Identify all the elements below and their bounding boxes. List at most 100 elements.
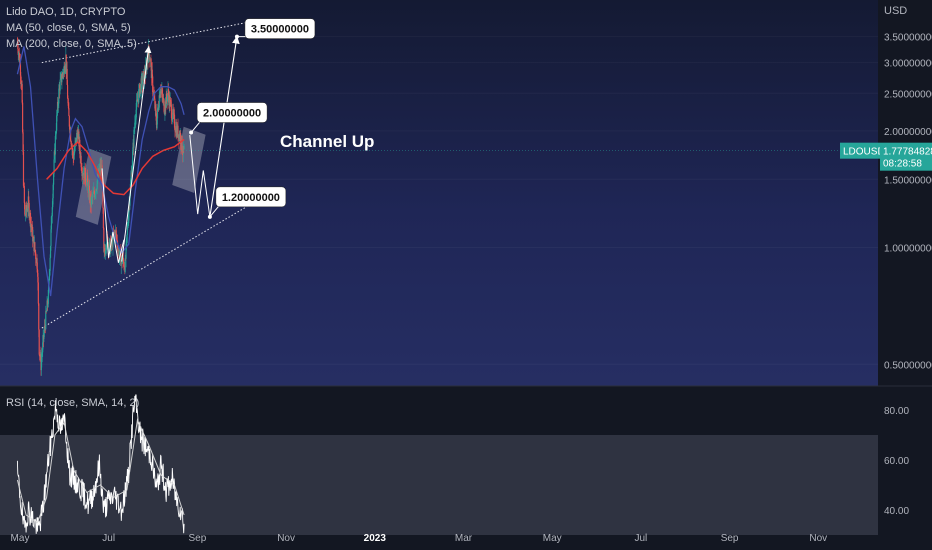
candle-body: [108, 246, 110, 252]
candle-body: [27, 208, 29, 211]
projection-arrow[interactable]: [209, 35, 240, 217]
price-tick-label: 3.00000000: [884, 59, 932, 70]
candle-body: [169, 99, 171, 106]
candle-body: [133, 128, 135, 131]
price-badge[interactable]: [880, 142, 932, 171]
callout-label: 2.00000000: [203, 108, 261, 120]
candle-body: [52, 198, 54, 208]
candle-body: [34, 249, 36, 253]
candle-body: [50, 229, 52, 247]
price-axis-background: [878, 0, 932, 386]
symbol-legend[interactable]: Lido DAO, 1D, CRYPTO: [6, 6, 126, 18]
candle-body: [86, 178, 88, 185]
rsi-line[interactable]: [16, 394, 185, 534]
candle-body: [141, 75, 143, 85]
candle-body: [43, 326, 46, 333]
candle-body: [73, 153, 75, 160]
candle-body: [72, 151, 74, 159]
candle-body: [183, 145, 185, 149]
candle-body: [181, 135, 183, 151]
candle-body: [48, 276, 50, 281]
price-tick-label: 2.00000000: [884, 127, 932, 138]
candle-body: [84, 167, 87, 181]
candle-body: [59, 76, 62, 80]
candle-body: [115, 230, 117, 234]
candle-body: [181, 150, 183, 154]
candle-body: [173, 113, 175, 115]
candle-body: [63, 65, 66, 74]
candle-body: [115, 233, 118, 239]
candle-body: [39, 354, 41, 356]
candle-body: [119, 250, 121, 257]
candle-body: [53, 149, 56, 160]
candle-body: [76, 132, 78, 134]
candle-body: [45, 311, 47, 330]
candle-body: [50, 216, 53, 230]
candle-body: [81, 173, 84, 177]
candle-body: [94, 194, 96, 198]
candle-body: [150, 59, 152, 63]
candle-body: [152, 76, 154, 93]
candle-body: [125, 244, 127, 259]
candle-body: [153, 96, 156, 99]
candle-body: [51, 216, 53, 217]
candle-body: [142, 73, 144, 81]
candle-body: [163, 99, 165, 112]
candle-body: [74, 141, 77, 144]
time-tick-label: Nov: [809, 533, 827, 544]
candle-body: [87, 175, 89, 183]
candle-body: [25, 205, 28, 211]
ticker-badge[interactable]: [840, 142, 880, 159]
ticker-label: LDOUSD: [843, 147, 885, 158]
candle-body: [37, 282, 39, 304]
candle-body: [133, 130, 135, 148]
price-badge-countdown: 08:28:58: [883, 159, 922, 170]
candle-body: [60, 74, 63, 83]
callout-box[interactable]: [215, 186, 287, 208]
callout-box[interactable]: [244, 18, 316, 39]
rally-arrow[interactable]: [121, 45, 152, 262]
time-tick-label: Mar: [455, 533, 473, 544]
rsi-ma-line[interactable]: [16, 418, 185, 524]
candle-body: [105, 245, 108, 250]
candle-body: [172, 109, 174, 115]
rsi-band: [0, 435, 878, 535]
candle-body: [38, 329, 40, 355]
time-axis[interactable]: May Jul Sep Nov 2023 Mar May Jul Sep Nov: [11, 533, 828, 544]
candle-body: [129, 196, 131, 206]
candle-body: [23, 186, 25, 203]
projection-path[interactable]: [189, 135, 211, 217]
candle-body: [125, 258, 127, 260]
candle-body: [80, 155, 82, 168]
candle-body: [67, 103, 70, 109]
candle-body: [47, 303, 49, 306]
callout-box[interactable]: [196, 102, 268, 123]
rsi-pane: 80.00 60.00 40.00: [0, 394, 909, 535]
time-tick-label: Jul: [635, 533, 648, 544]
candle-body: [30, 223, 32, 227]
rsi-legend[interactable]: RSI (14, close, SMA, 14, 2): [6, 397, 140, 409]
candle-body: [41, 352, 43, 357]
time-tick-label: Jul: [102, 533, 115, 544]
candle-body: [29, 212, 32, 228]
candle-body: [37, 272, 39, 283]
candle-body: [76, 132, 78, 143]
channel-upper-line[interactable]: [41, 20, 257, 64]
candle-body: [104, 250, 107, 255]
candle-body: [68, 116, 70, 127]
ma50-legend[interactable]: MA (50, close, 0, SMA, 5): [6, 22, 131, 34]
candle-body: [104, 248, 106, 252]
candle-body: [117, 250, 119, 253]
ma50-line[interactable]: [16, 46, 185, 297]
ma200-line[interactable]: [46, 138, 185, 196]
ma200-legend[interactable]: MA (200, close, 0, SMA, 5): [6, 38, 137, 50]
candle-body: [128, 203, 130, 213]
price-badge-value: 1.77784828: [883, 147, 932, 158]
zigzag-path[interactable]: [101, 168, 125, 263]
price-tick-label: 3.50000000: [884, 33, 932, 44]
candle-body: [22, 102, 24, 133]
candle-body: [156, 108, 159, 119]
candle-body: [44, 326, 46, 327]
candle-body: [132, 151, 134, 166]
